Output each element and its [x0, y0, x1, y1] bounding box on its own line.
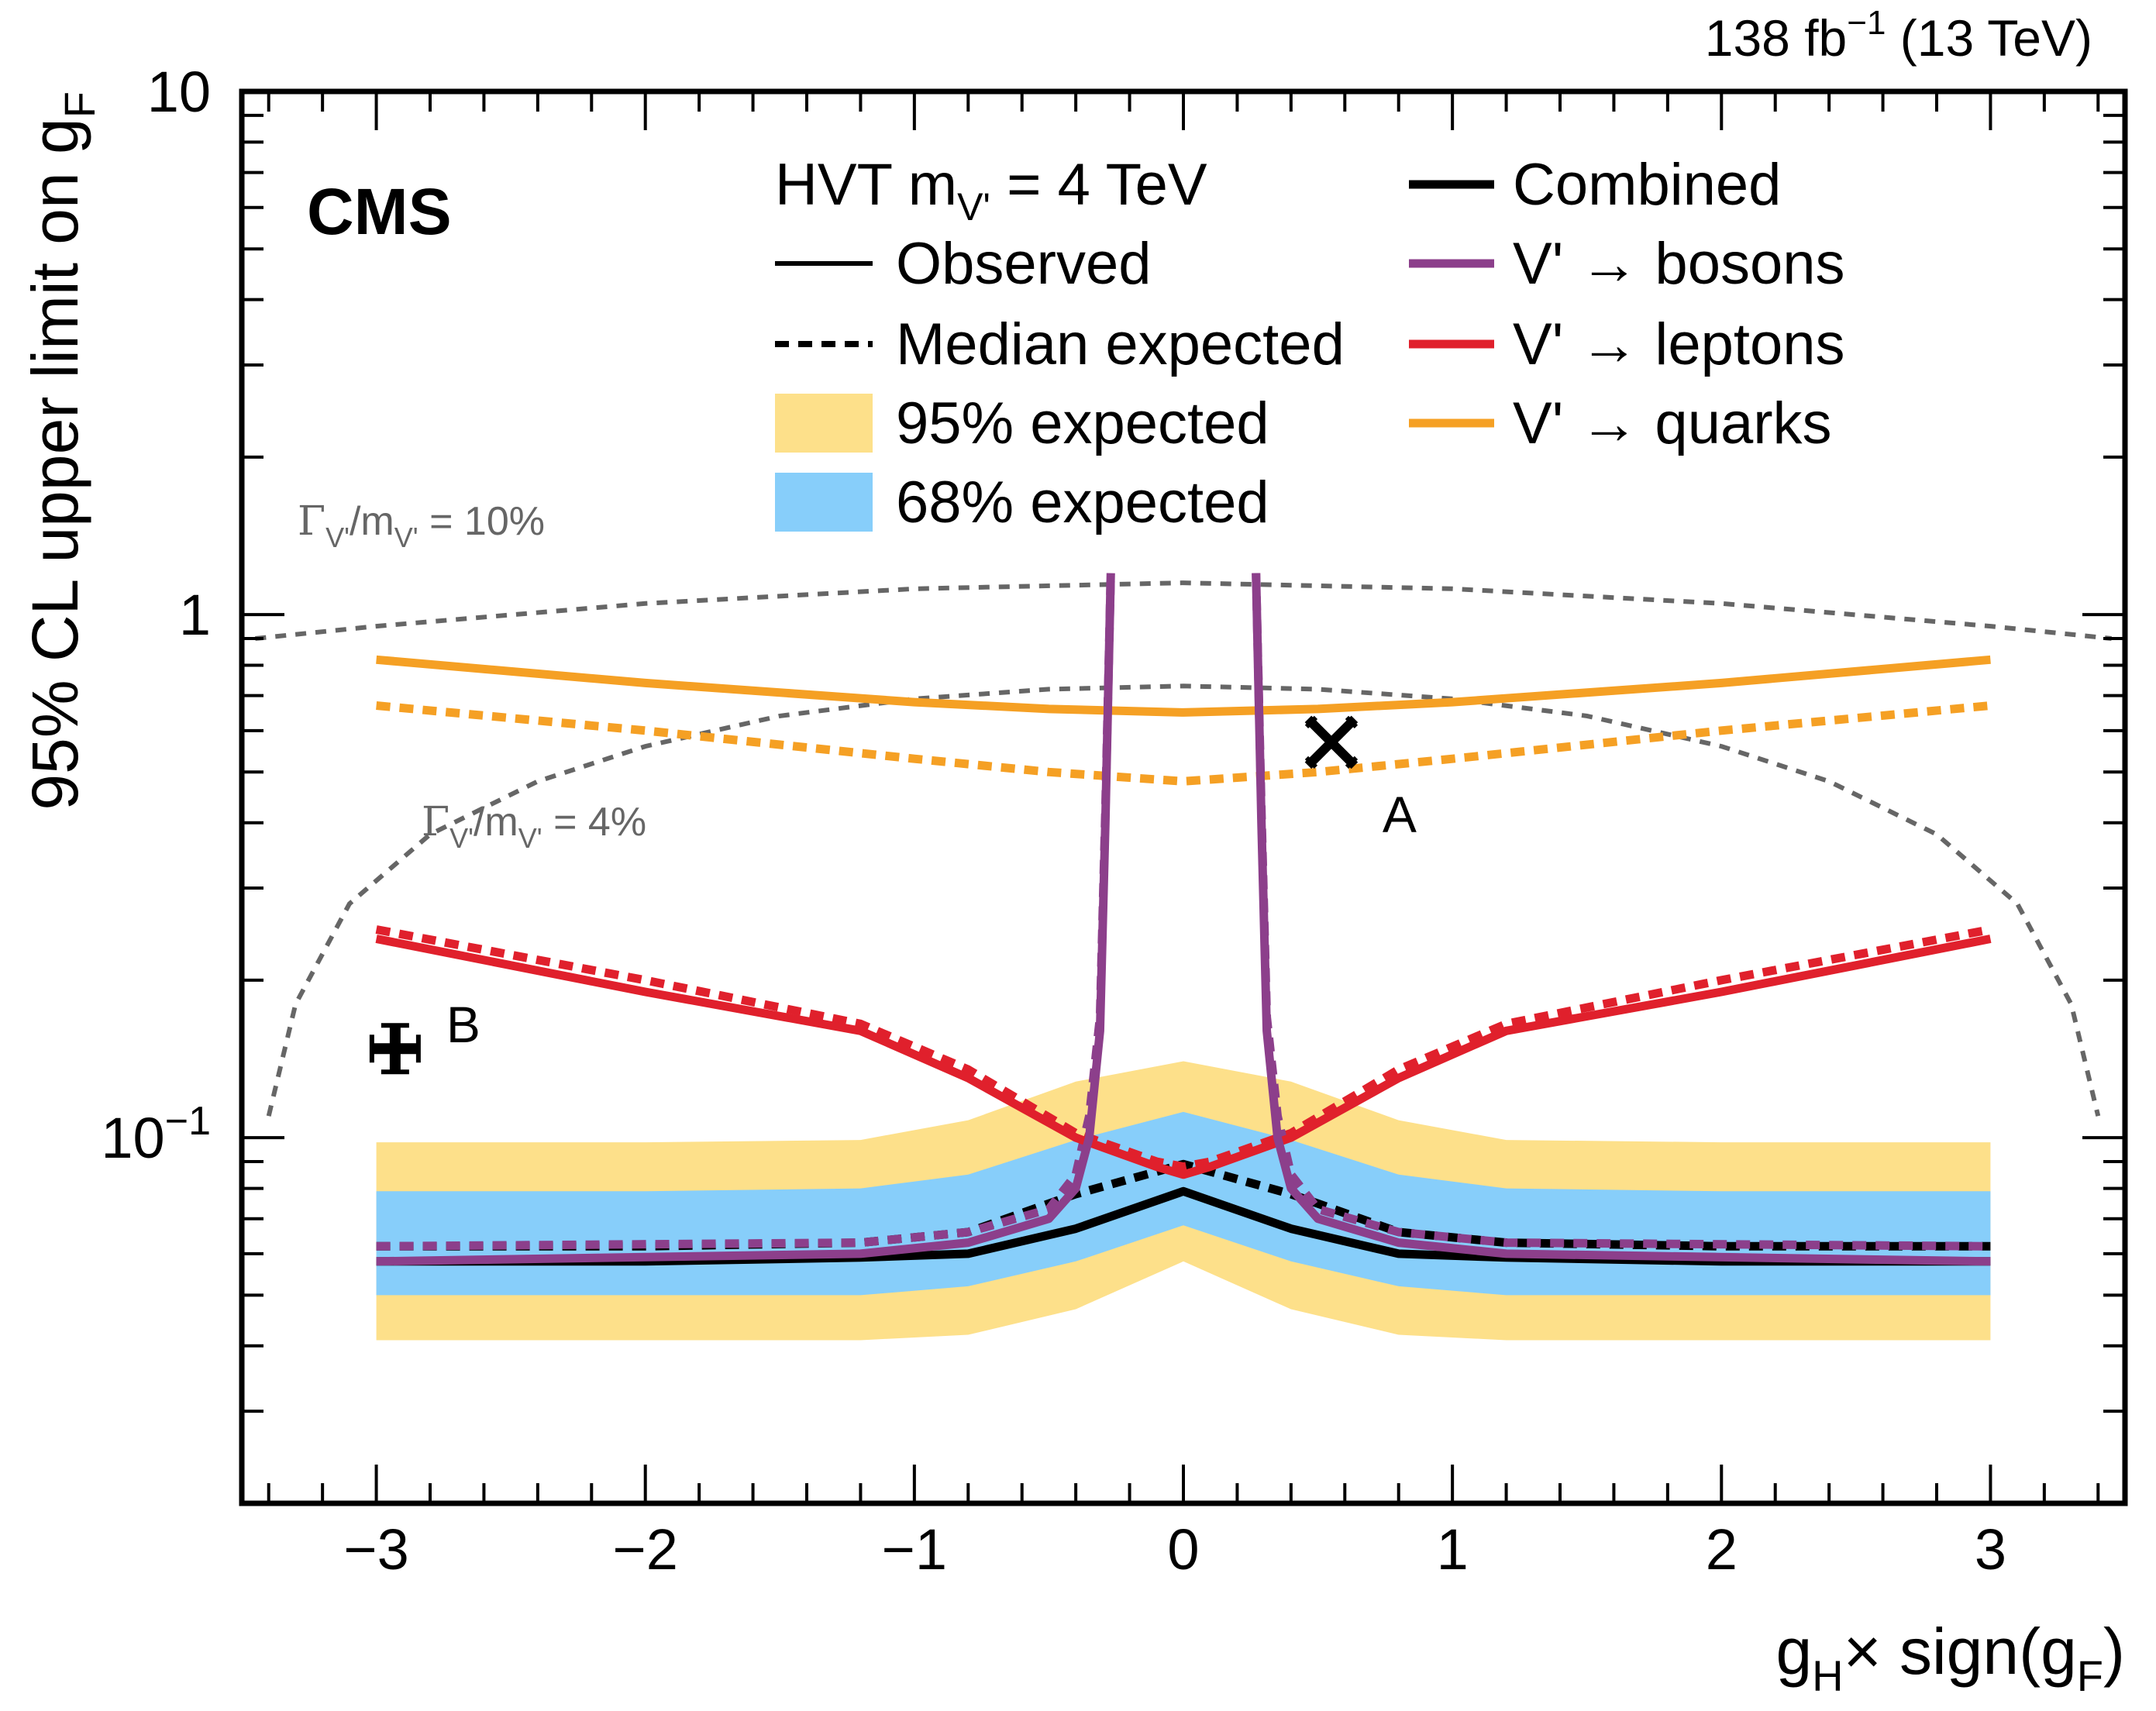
benchmark-point-a [1304, 715, 1359, 769]
benchmark-marker [371, 1025, 418, 1072]
experiment-label: CMS [307, 175, 452, 248]
x-tick-label: −2 [613, 1517, 678, 1582]
legend-label: Observed [896, 231, 1152, 297]
benchmark-label: A [1383, 786, 1417, 843]
legend-label: 95% expected [896, 391, 1269, 456]
x-tick-label: 3 [1975, 1517, 2006, 1582]
legend-label: 68% expected [896, 470, 1269, 535]
series-v-bosons-observed-left [376, 573, 1115, 1266]
y-axis-title: 95% CL upper limit on gF [19, 91, 104, 811]
x-tick-label: −3 [343, 1517, 408, 1582]
benchmark-marker-caps [369, 1023, 421, 1075]
y-tick-label: 1 [179, 583, 211, 647]
series-v-quarks-expected [376, 701, 1991, 786]
legend-channel-label: V' → quarks [1513, 391, 1832, 456]
legend-header: HVT mV' = 4 TeV [775, 152, 1207, 229]
legend-band-swatch [775, 394, 873, 453]
width-contour-label: ΓV'/mV' = 4% [422, 799, 646, 854]
x-tick-label: 2 [1706, 1517, 1738, 1582]
axes-frame: −3 −2 −1 0 1 2 3 10−1 1 10 gH× sign(gF) 95% CL uppe… [19, 60, 2128, 1700]
benchmark-point-b [369, 1023, 421, 1075]
series-v-quarks-observed [376, 655, 1991, 717]
x-tick-label: 1 [1437, 1517, 1469, 1582]
plot-clip-group [255, 573, 2112, 1341]
band-68-expected [376, 1111, 1991, 1296]
legend-label: Median expected [896, 312, 1345, 377]
legend-band-swatch [775, 473, 873, 532]
width-contour-label: ΓV'/mV' = 10% [298, 498, 545, 553]
benchmark-label: B [446, 996, 480, 1053]
series-v-leptons-observed [375, 935, 1992, 1179]
width-contour-10pct [255, 580, 2112, 641]
legend-channel-label: Combined [1513, 152, 1781, 218]
legend-channel-label: V' → leptons [1513, 312, 1845, 377]
x-tick-label: 0 [1167, 1517, 1199, 1582]
plot-area [255, 573, 2112, 1341]
annotations: 138 fb−1 (13 TeV) CMS ΓV'/mV' = 10% ΓV'/mV'… [298, 4, 2092, 1075]
y-tick-label: 10 [147, 60, 211, 124]
lumi-label: 138 fb−1 (13 TeV) [1705, 4, 2092, 67]
x-tick-label: −1 [882, 1517, 947, 1582]
benchmark-marker [1304, 715, 1359, 769]
legend-channel-label: V' → bosons [1513, 231, 1845, 297]
benchmark-marker-caps [1304, 715, 1359, 769]
series-v-leptons-expected [375, 925, 1992, 1172]
x-axis-title: gH× sign(gF) [1775, 1615, 2125, 1700]
width-contour-4pct [266, 683, 2101, 1117]
y-tick-label: 10−1 [101, 1099, 211, 1170]
series-v-bosons-expected-left [376, 573, 1115, 1251]
series-v-bosons-observed-right [1252, 573, 1991, 1266]
